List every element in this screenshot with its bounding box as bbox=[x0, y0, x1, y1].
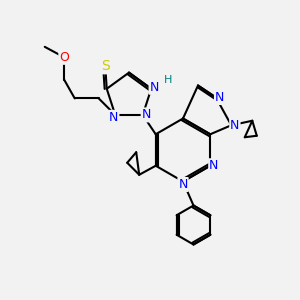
Text: N: N bbox=[109, 111, 119, 124]
Text: H: H bbox=[164, 75, 172, 85]
Text: N: N bbox=[230, 119, 240, 132]
Text: N: N bbox=[142, 108, 151, 122]
Text: N: N bbox=[209, 159, 219, 172]
Text: N: N bbox=[215, 91, 224, 104]
Text: S: S bbox=[101, 59, 110, 73]
Text: N: N bbox=[178, 178, 188, 191]
Text: N: N bbox=[150, 81, 159, 94]
Text: O: O bbox=[59, 51, 69, 64]
